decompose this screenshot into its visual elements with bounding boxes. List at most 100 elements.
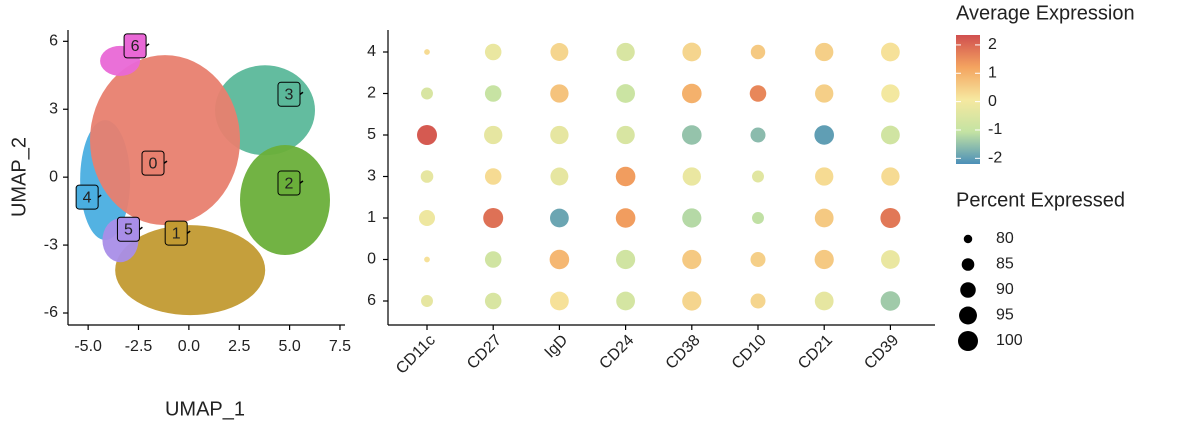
dot bbox=[682, 249, 702, 270]
cluster-label: 3 bbox=[285, 87, 294, 104]
x-tick-label: 5.0 bbox=[278, 338, 300, 355]
dot bbox=[750, 127, 766, 143]
cluster-label-box bbox=[277, 170, 301, 196]
dot bbox=[550, 43, 569, 61]
y-tick-label: 6 bbox=[49, 33, 58, 50]
dot bbox=[616, 42, 635, 62]
x-tick-label: CD24 bbox=[596, 332, 637, 373]
cluster-label: 6 bbox=[131, 38, 140, 55]
x-tick-label: CD27 bbox=[464, 332, 505, 373]
dot bbox=[881, 125, 900, 145]
legend-title: Average Expression bbox=[956, 2, 1135, 24]
dot bbox=[484, 125, 503, 145]
y-tick-label: 0 bbox=[49, 168, 58, 185]
size-legend-dot bbox=[958, 331, 978, 351]
size-legend-dot bbox=[963, 234, 973, 244]
x-tick-label: CD39 bbox=[861, 332, 902, 373]
dot bbox=[752, 170, 764, 183]
x-tick-label: CD11c bbox=[393, 332, 439, 378]
size-legend-label: 80 bbox=[996, 230, 1014, 247]
dot bbox=[615, 166, 636, 187]
size-legend-dot bbox=[961, 258, 975, 271]
dot bbox=[483, 208, 504, 228]
cluster-points bbox=[239, 145, 330, 256]
dot bbox=[815, 42, 834, 62]
dot bbox=[814, 291, 834, 311]
dot bbox=[616, 125, 635, 145]
dot bbox=[880, 208, 901, 228]
dot bbox=[549, 249, 570, 270]
dot bbox=[616, 249, 636, 270]
dot bbox=[550, 208, 569, 228]
colorbar-label: 0 bbox=[988, 93, 997, 110]
dot bbox=[752, 212, 764, 224]
y-tick-label: -3 bbox=[44, 236, 58, 253]
cluster-points bbox=[90, 55, 241, 226]
colorbar-label: -1 bbox=[988, 121, 1002, 138]
dot bbox=[749, 85, 767, 102]
dot bbox=[550, 167, 569, 186]
size-legend-label: 90 bbox=[996, 281, 1014, 298]
dot bbox=[750, 293, 766, 309]
x-tick-label: CD10 bbox=[729, 332, 770, 373]
dot bbox=[424, 256, 430, 263]
y-tick-label: 3 bbox=[49, 100, 58, 117]
size-legend-label: 85 bbox=[996, 256, 1014, 273]
dot bbox=[881, 250, 900, 269]
y-tick-label: 0 bbox=[367, 251, 376, 268]
colorbar-label: -2 bbox=[988, 150, 1002, 167]
dot bbox=[550, 84, 569, 103]
x-axis-title: UMAP_1 bbox=[165, 398, 245, 420]
dot bbox=[484, 85, 502, 102]
cluster-label: 5 bbox=[124, 221, 133, 238]
dot bbox=[814, 208, 834, 228]
dot bbox=[550, 291, 569, 311]
x-tick-label: IgD bbox=[542, 332, 572, 362]
cluster-label-box bbox=[277, 81, 301, 107]
dot bbox=[815, 167, 834, 186]
dot bbox=[418, 209, 436, 227]
legend-title: Percent Expressed bbox=[956, 189, 1125, 211]
y-tick-label: 4 bbox=[367, 43, 376, 60]
colorbar-label: 1 bbox=[988, 64, 997, 81]
dot bbox=[417, 125, 437, 145]
y-tick-label: 3 bbox=[367, 168, 376, 185]
x-tick-label: CD38 bbox=[663, 332, 704, 373]
dot bbox=[682, 42, 702, 62]
cluster-label: 2 bbox=[285, 175, 294, 192]
y-tick-label: 2 bbox=[367, 85, 376, 102]
dot bbox=[881, 167, 900, 186]
dot bbox=[682, 208, 702, 228]
dot bbox=[881, 42, 900, 62]
y-tick-label: 1 bbox=[367, 209, 376, 226]
dot bbox=[421, 87, 433, 100]
cluster-label-box bbox=[116, 216, 140, 242]
dot bbox=[420, 170, 434, 183]
y-tick-label: 6 bbox=[367, 292, 376, 309]
cluster-label: 1 bbox=[172, 225, 181, 242]
size-legend-label: 95 bbox=[996, 307, 1014, 324]
colorbar-label: 2 bbox=[988, 36, 997, 53]
x-tick-label: 7.5 bbox=[329, 338, 351, 355]
cluster-label: 4 bbox=[83, 189, 92, 206]
dot bbox=[616, 291, 635, 311]
dot bbox=[484, 168, 502, 185]
dot bbox=[814, 125, 835, 145]
cluster-label-box bbox=[75, 184, 99, 210]
cluster-label-box bbox=[164, 220, 188, 246]
cluster-label: 0 bbox=[149, 155, 158, 172]
dot bbox=[881, 84, 900, 103]
x-tick-label: -2.5 bbox=[125, 338, 153, 355]
size-legend-label: 100 bbox=[996, 332, 1023, 349]
y-tick-label: 5 bbox=[367, 126, 376, 143]
size-legend-dot bbox=[960, 282, 976, 298]
dot bbox=[682, 291, 702, 311]
x-tick-label: CD21 bbox=[795, 332, 836, 373]
dot bbox=[484, 251, 502, 268]
size-legend-dot bbox=[959, 306, 977, 325]
cluster-label-box bbox=[123, 33, 147, 59]
dot bbox=[750, 251, 766, 268]
dot bbox=[484, 292, 502, 310]
cluster-label-box bbox=[141, 150, 165, 176]
